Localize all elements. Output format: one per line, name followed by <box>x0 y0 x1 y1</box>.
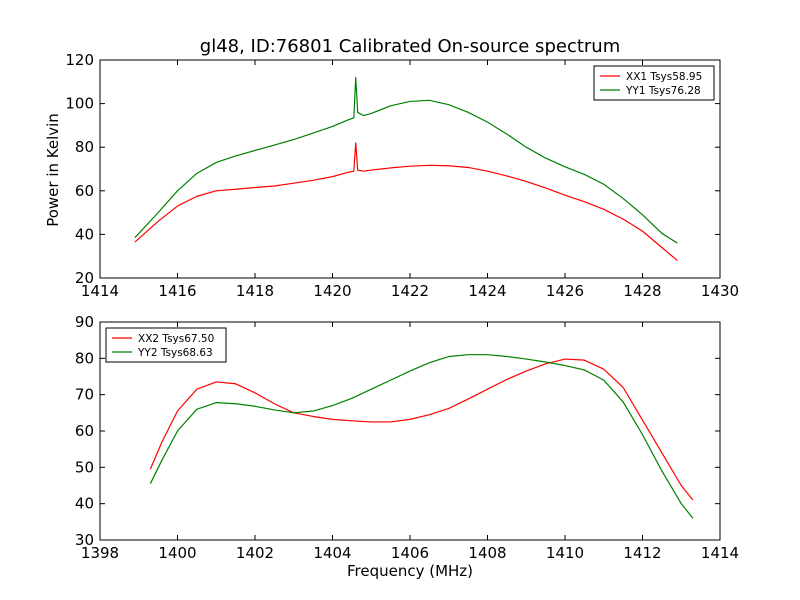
x-axis-label: Frequency (MHz) <box>347 562 473 580</box>
x-tick-label: 1422 <box>391 282 429 300</box>
series-line-yy1 <box>134 76 678 244</box>
x-tick-label: 1402 <box>236 544 274 562</box>
y-axis-label: Power in Kelvin <box>44 113 62 227</box>
series-line-xx1 <box>134 142 678 262</box>
x-tick-label: 1416 <box>158 282 196 300</box>
x-tick-label: 1424 <box>468 282 506 300</box>
x-tick-label: 1400 <box>158 544 196 562</box>
y-tick-label: 100 <box>65 95 94 113</box>
y-tick-label: 30 <box>75 531 94 549</box>
series-line-xx2 <box>149 358 694 501</box>
legend-box <box>593 65 715 101</box>
y-tick-label: 80 <box>75 349 94 367</box>
y-tick-label: 60 <box>75 422 94 440</box>
y-tick-label: 20 <box>75 269 94 287</box>
x-tick-label: 1414 <box>81 282 119 300</box>
x-tick-label: 1430 <box>701 282 739 300</box>
legend-box <box>105 327 227 363</box>
series-line-yy2 <box>149 354 694 519</box>
legend: XX1 Tsys58.95 YY1 Tsys76.28 <box>593 65 715 101</box>
y-tick-label: 40 <box>75 495 94 513</box>
y-tick-label: 40 <box>75 225 94 243</box>
x-tick-label: 1420 <box>313 282 351 300</box>
x-tick-label: 1412 <box>623 544 661 562</box>
x-tick-label: 1410 <box>546 544 584 562</box>
y-tick-label: 60 <box>75 182 94 200</box>
x-tick-label: 1404 <box>313 544 351 562</box>
legend: XX2 Tsys67.50 YY2 Tsys68.63 <box>105 327 227 363</box>
legend-label: XX2 Tsys67.50 <box>138 333 214 345</box>
x-tick-label: 1414 <box>701 544 739 562</box>
bottom-panel: 1398 1400 1402 1404 1406 1408 1410 1412 1414 30 40… <box>75 313 739 562</box>
legend-label: YY1 Tsys76.28 <box>625 85 701 97</box>
x-tick-label: 1418 <box>236 282 274 300</box>
legend-label: YY2 Tsys68.63 <box>137 347 213 359</box>
x-tick-label: 1426 <box>546 282 584 300</box>
y-tick-label: 70 <box>75 386 94 404</box>
y-tick-label: 90 <box>75 313 94 331</box>
x-tick-label: 1428 <box>623 282 661 300</box>
top-panel: 1414 1416 1418 1420 1422 1424 1426 1428 1430 20 40… <box>65 51 739 300</box>
y-tick-label: 50 <box>75 458 94 476</box>
legend-label: XX1 Tsys58.95 <box>626 71 702 83</box>
x-tick-label: 1408 <box>468 544 506 562</box>
x-tick-label: 1398 <box>81 544 119 562</box>
y-tick-label: 80 <box>75 138 94 156</box>
chart-title: gl48, ID:76801 Calibrated On-source spec… <box>200 36 620 57</box>
x-tick-label: 1406 <box>391 544 429 562</box>
y-tick-label: 120 <box>65 51 94 69</box>
